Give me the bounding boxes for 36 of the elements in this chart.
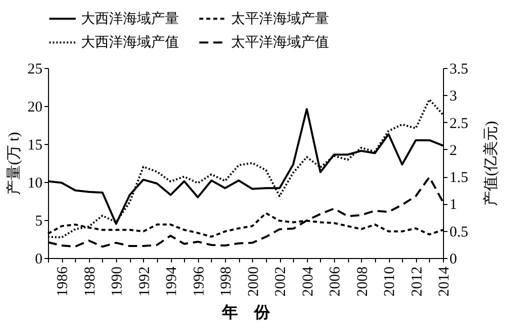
y-tick-label: 0 — [35, 252, 42, 268]
y2-tick-label: 0 — [450, 252, 457, 268]
legend-label: 大西洋海域产值 — [81, 34, 179, 50]
x-tick-label: 2012 — [409, 266, 426, 296]
x-tick-label: 1996 — [191, 266, 208, 296]
legend-label: 太平洋海域产量 — [231, 10, 329, 27]
y-tick-label: 10 — [28, 176, 42, 192]
y2-tick-label: 0.5 — [450, 224, 468, 240]
x-tick-label: 2008 — [354, 266, 371, 296]
x-tick-label: 2000 — [246, 266, 262, 296]
x-tick-label: 1988 — [82, 266, 98, 296]
y2-tick-label: 1 — [450, 197, 457, 214]
y-tick-label: 20 — [28, 100, 42, 116]
legend-label: 大西洋海域产量 — [81, 10, 179, 27]
x-tick-label: 1990 — [110, 266, 126, 296]
x-tick-label: 1998 — [218, 266, 235, 296]
y-axis-title: 产量(万 t) — [6, 132, 22, 195]
x-tick-label: 2002 — [273, 266, 290, 296]
x-tick-label: 2006 — [328, 266, 344, 296]
x-tick-label: 1992 — [136, 266, 153, 296]
x-tick-label: 2004 — [300, 266, 316, 296]
y2-axis-title: 产值(亿美元) — [482, 121, 500, 206]
x-tick-label: 1994 — [164, 266, 180, 296]
legend-label: 太平洋海域产值 — [231, 34, 329, 50]
x-axis-title: 年 份 — [221, 304, 271, 322]
y-tick-label: 5 — [35, 214, 42, 230]
x-tick-label: 2010 — [382, 266, 398, 296]
y-tick-label: 15 — [28, 138, 42, 154]
y-tick-label: 25 — [28, 62, 42, 78]
y2-tick-label: 3.5 — [450, 62, 468, 78]
y2-tick-label: 3 — [450, 88, 457, 105]
x-tick-label: 1986 — [55, 266, 72, 296]
y2-tick-label: 2 — [450, 142, 457, 159]
y2-tick-label: 2.5 — [450, 116, 468, 132]
y2-tick-label: 1.5 — [450, 170, 468, 186]
x-tick-label: 2014 — [436, 266, 452, 296]
